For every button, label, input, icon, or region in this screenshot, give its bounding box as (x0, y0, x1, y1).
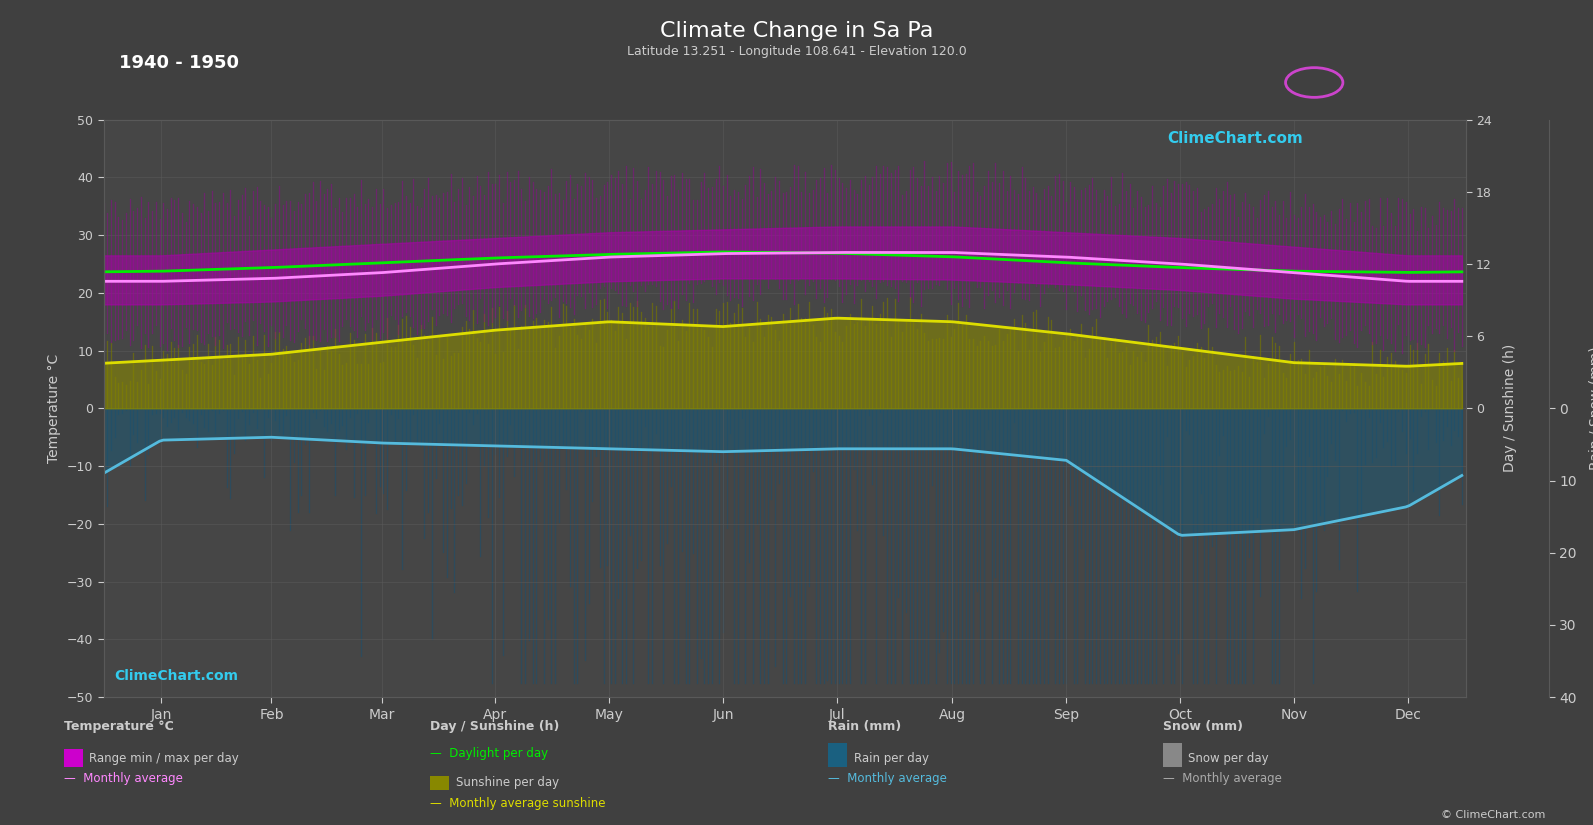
Text: Rain per day: Rain per day (854, 752, 929, 765)
Text: Climate Change in Sa Pa: Climate Change in Sa Pa (660, 21, 933, 40)
Y-axis label: Temperature °C: Temperature °C (48, 354, 61, 463)
Text: Temperature °C: Temperature °C (64, 720, 174, 733)
Text: 1940 - 1950: 1940 - 1950 (119, 54, 239, 72)
Text: —  Monthly average: — Monthly average (1163, 772, 1282, 785)
Text: ClimeChart.com: ClimeChart.com (1168, 130, 1303, 146)
Text: Snow (mm): Snow (mm) (1163, 720, 1243, 733)
Text: Sunshine per day: Sunshine per day (456, 776, 559, 790)
Text: —  Monthly average: — Monthly average (64, 772, 183, 785)
Text: ClimeChart.com: ClimeChart.com (115, 669, 239, 683)
Y-axis label: Rain / Snow (mm): Rain / Snow (mm) (1588, 346, 1593, 470)
Text: Latitude 13.251 - Longitude 108.641 - Elevation 120.0: Latitude 13.251 - Longitude 108.641 - El… (626, 45, 967, 59)
Text: Snow per day: Snow per day (1188, 752, 1270, 765)
Text: Rain (mm): Rain (mm) (828, 720, 902, 733)
Text: —  Monthly average: — Monthly average (828, 772, 948, 785)
Text: Day / Sunshine (h): Day / Sunshine (h) (430, 720, 559, 733)
Y-axis label: Day / Sunshine (h): Day / Sunshine (h) (1502, 344, 1517, 473)
Text: —  Daylight per day: — Daylight per day (430, 747, 548, 761)
Text: © ClimeChart.com: © ClimeChart.com (1440, 810, 1545, 820)
Text: —  Monthly average sunshine: — Monthly average sunshine (430, 797, 605, 810)
Text: Range min / max per day: Range min / max per day (89, 752, 239, 765)
